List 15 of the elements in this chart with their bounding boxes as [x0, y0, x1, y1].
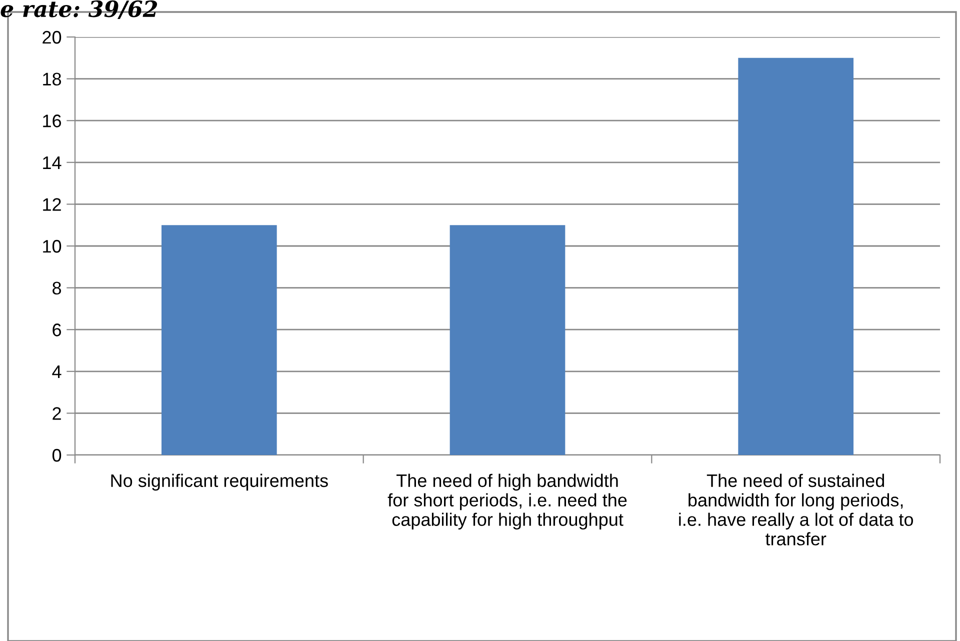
y-tick-label: 8 — [52, 282, 62, 295]
y-tick-label: 16 — [43, 114, 62, 128]
y-tick-label: 14 — [43, 156, 62, 169]
x-tick-label: The need of high bandwidth for short periods, i.e. need the capability for high throughput — [388, 474, 627, 530]
chart-title: e rate: 39/62 — [0, 0, 158, 19]
y-tick-label: 6 — [52, 324, 62, 336]
y-tick-label: 18 — [43, 72, 62, 86]
y-tick-label: 20 — [42, 30, 62, 44]
y-tick-label: 4 — [52, 366, 62, 378]
x-tick-label: The need of sustained bandwidth for long periods, i.e. have really a lot of data to transfer — [679, 474, 914, 546]
y-tick-label: 10 — [43, 240, 62, 253]
y-tick-label: 2 — [52, 407, 61, 420]
x-tick-label: No significant requirements — [111, 474, 328, 491]
y-tick-label: 0 — [52, 448, 62, 462]
y-tick-label: 12 — [43, 198, 61, 211]
